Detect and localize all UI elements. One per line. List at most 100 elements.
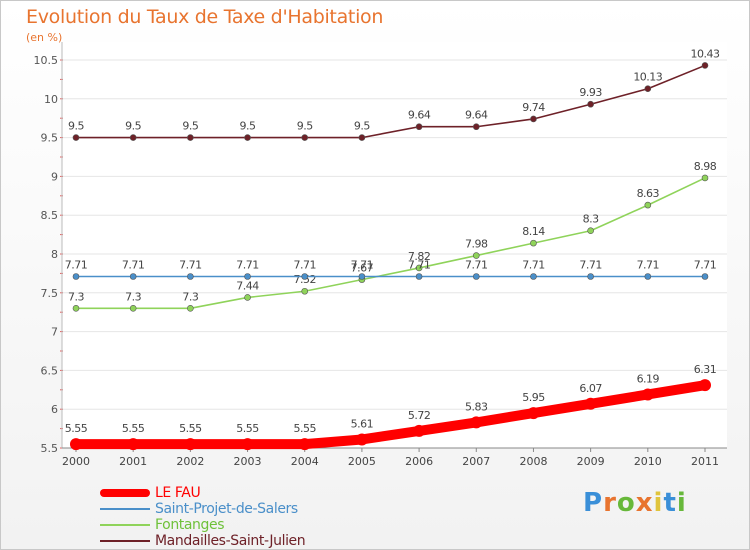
data-label: 7.3 [125, 290, 141, 303]
data-label: 5.55 [236, 422, 259, 435]
y-tick-label: 6.5 [41, 364, 59, 377]
y-tick-label: 9 [51, 170, 58, 183]
data-label: 7.71 [637, 259, 660, 272]
logo-letter: r [603, 488, 617, 518]
logo-letter: o [616, 488, 636, 518]
data-point [187, 134, 194, 141]
data-label: 7.71 [408, 259, 431, 272]
data-point [241, 438, 254, 451]
y-tick-label: 5.5 [41, 442, 59, 455]
data-point [127, 438, 140, 451]
logo-letter: x [635, 488, 654, 518]
logo-letter: i [653, 488, 664, 518]
x-tick-label: 2009 [577, 455, 605, 468]
data-label: 5.83 [465, 400, 488, 413]
data-label: 9.64 [465, 109, 488, 122]
data-label: 6.19 [637, 372, 660, 385]
x-tick-label: 2002 [176, 455, 204, 468]
data-point [699, 379, 711, 392]
data-point [701, 62, 709, 69]
legend-swatch-le-fau [100, 489, 150, 497]
logo-letter: i [676, 488, 687, 518]
data-label: 10.13 [633, 71, 662, 84]
legend-label-fontanges: Fontanges [155, 517, 225, 533]
proxiti-logo: Proxiti [583, 488, 687, 518]
data-label: 7.71 [351, 259, 374, 272]
series-line [75, 177, 706, 310]
data-point [587, 273, 594, 280]
data-point [355, 433, 368, 446]
y-tick-label: 8.5 [41, 209, 59, 222]
data-point [301, 273, 309, 280]
legend-swatch-saint-projet-de-salers [100, 508, 150, 510]
data-point [244, 294, 251, 301]
data-label: 7.3 [182, 290, 198, 303]
chart-unit-subtitle: (en %) [26, 31, 63, 44]
data-label: 7.71 [293, 259, 316, 272]
y-tick-label: 7.5 [41, 287, 59, 300]
data-label: 7.71 [579, 259, 602, 272]
data-point [184, 438, 197, 451]
y-tick-label: 7 [51, 326, 58, 339]
data-point [701, 174, 709, 182]
data-point [644, 85, 652, 93]
data-point [413, 424, 426, 437]
data-label: 7.44 [236, 279, 259, 292]
data-label: 9.5 [68, 120, 84, 133]
data-point [301, 134, 309, 141]
y-tick-label: 8 [51, 248, 58, 261]
data-point [358, 134, 366, 141]
data-point [415, 264, 423, 272]
x-tick-label: 2001 [119, 455, 147, 468]
chart-title: Evolution du Taux de Taxe d'Habitation [26, 6, 384, 28]
data-label: 7.71 [236, 259, 259, 272]
data-point [470, 416, 483, 429]
x-tick-label: 2000 [62, 455, 90, 468]
x-tick-label: 2003 [234, 455, 262, 468]
data-label: 7.71 [465, 259, 488, 272]
y-tick-label: 10.5 [34, 54, 59, 67]
logo-letter: P [583, 488, 604, 518]
x-tick-label: 2006 [405, 455, 433, 468]
data-label: 5.55 [122, 422, 145, 435]
data-label: 7.3 [68, 290, 84, 303]
data-point [187, 305, 194, 312]
x-tick-label: 2010 [634, 455, 662, 468]
x-tick-label: 2005 [348, 455, 376, 468]
data-label: 9.5 [125, 120, 141, 133]
data-label: 5.61 [351, 417, 374, 430]
data-point [472, 273, 480, 280]
data-label: 9.5 [182, 120, 198, 133]
plot-area [62, 42, 727, 448]
data-point [129, 273, 137, 280]
data-point [530, 115, 537, 123]
x-tick-label: 2011 [691, 455, 719, 468]
data-label: 9.5 [240, 120, 256, 133]
data-label: 9.74 [522, 101, 545, 114]
data-label: 6.07 [579, 382, 602, 395]
data-point [472, 123, 480, 131]
data-label: 5.55 [65, 422, 88, 435]
data-point [530, 239, 537, 247]
data-point [415, 123, 423, 131]
series-line [75, 64, 706, 139]
y-tick-label: 9.5 [41, 132, 59, 145]
data-point [358, 273, 366, 280]
data-point [415, 273, 423, 280]
data-point [301, 287, 309, 295]
y-tick-label: 6 [51, 403, 58, 416]
data-point [298, 438, 311, 451]
series-line [71, 380, 710, 450]
legend-swatch-fontanges [100, 524, 150, 526]
data-point [72, 273, 80, 280]
y-tick-label: 10 [44, 93, 58, 106]
data-label: 7.71 [122, 259, 145, 272]
data-label: 6.31 [694, 363, 717, 376]
data-label: 5.72 [408, 409, 431, 422]
data-label: 7.67 [351, 262, 374, 275]
data-point [644, 201, 652, 209]
data-label: 7.71 [65, 259, 88, 272]
data-point [701, 273, 709, 280]
data-point [129, 305, 137, 312]
x-tick-label: 2008 [519, 455, 547, 468]
